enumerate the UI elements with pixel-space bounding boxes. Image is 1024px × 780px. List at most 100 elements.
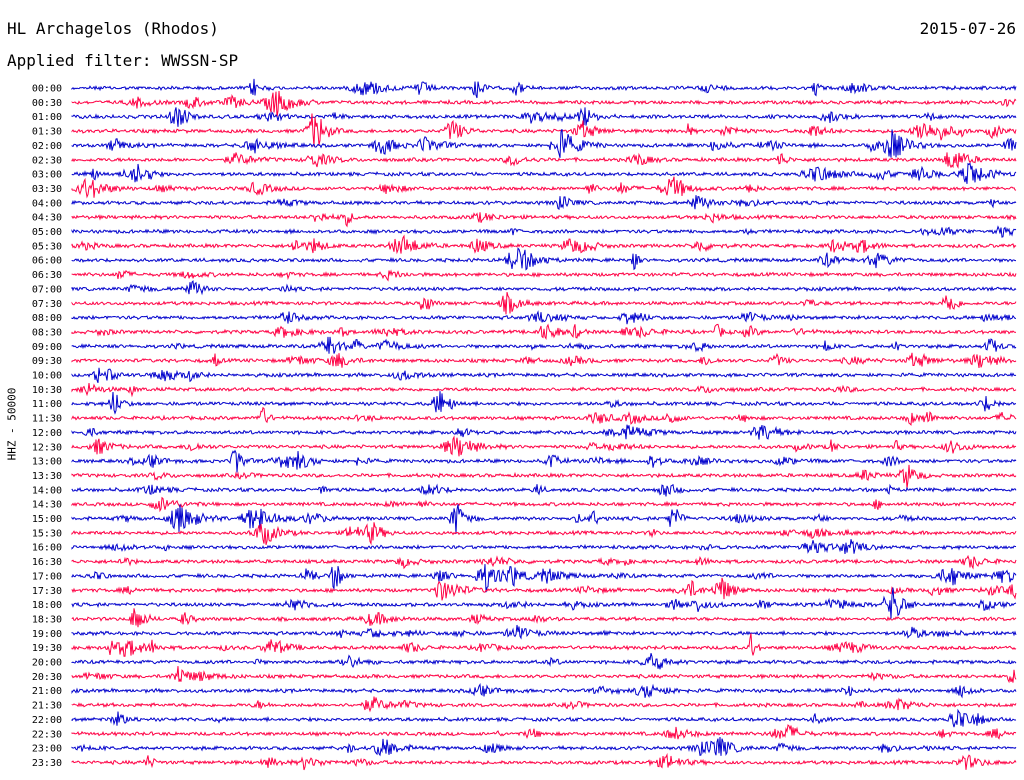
time-tick-1330: 13:30 bbox=[32, 471, 62, 482]
trace-2200 bbox=[71, 708, 1017, 728]
trace-1730 bbox=[71, 577, 1017, 601]
time-tick-1130: 11:30 bbox=[32, 414, 62, 425]
trace-2330 bbox=[71, 752, 1017, 771]
trace-1630 bbox=[71, 554, 1017, 570]
trace-1300 bbox=[71, 449, 1017, 473]
trace-2300 bbox=[71, 736, 1017, 757]
time-tick-2230: 22:30 bbox=[32, 729, 62, 740]
trace-1000 bbox=[71, 367, 1017, 383]
time-tick-0930: 09:30 bbox=[32, 356, 62, 367]
time-tick-0030: 00:30 bbox=[32, 98, 62, 109]
time-tick-1230: 12:30 bbox=[32, 442, 62, 453]
time-tick-1200: 12:00 bbox=[32, 428, 62, 439]
time-tick-0600: 06:00 bbox=[32, 256, 62, 267]
trace-2030 bbox=[71, 666, 1017, 684]
trace-0030 bbox=[71, 90, 1017, 118]
date-label: 2015-07-26 bbox=[919, 19, 1016, 38]
time-tick-1400: 14:00 bbox=[32, 485, 62, 496]
time-tick-0130: 01:30 bbox=[32, 127, 62, 138]
time-tick-1830: 18:30 bbox=[32, 614, 62, 625]
trace-0400 bbox=[71, 195, 1017, 211]
trace-0000 bbox=[71, 78, 1017, 99]
trace-1330 bbox=[71, 464, 1017, 489]
time-tick-0430: 04:30 bbox=[32, 213, 62, 224]
time-tick-1730: 17:30 bbox=[32, 586, 62, 597]
trace-0200 bbox=[71, 129, 1017, 158]
trace-0830 bbox=[71, 323, 1017, 340]
time-tick-1700: 17:00 bbox=[32, 571, 62, 582]
trace-1100 bbox=[71, 391, 1017, 415]
trace-0300 bbox=[71, 162, 1017, 184]
time-tick-1500: 15:00 bbox=[32, 514, 62, 525]
time-tick-1930: 19:30 bbox=[32, 643, 62, 654]
trace-1030 bbox=[71, 382, 1017, 398]
trace-0630 bbox=[71, 269, 1017, 282]
time-tick-0000: 00:00 bbox=[32, 84, 62, 95]
time-tick-0630: 06:30 bbox=[32, 270, 62, 281]
trace-0330 bbox=[71, 176, 1017, 199]
trace-0700 bbox=[71, 280, 1017, 296]
trace-1830 bbox=[71, 608, 1017, 628]
trace-1930 bbox=[71, 633, 1017, 657]
trace-1130 bbox=[71, 406, 1017, 426]
time-tick-0200: 02:00 bbox=[32, 141, 62, 152]
time-tick-labels: 00:00 00:30 01:00 01:30 02:00 02:30 03:00 03:30… bbox=[32, 84, 62, 769]
filter-label: Applied filter: WWSSN-SP bbox=[7, 51, 239, 70]
trace-1400 bbox=[71, 483, 1017, 497]
trace-2000 bbox=[71, 653, 1017, 670]
time-tick-1430: 14:30 bbox=[32, 500, 62, 511]
time-tick-0500: 05:00 bbox=[32, 227, 62, 238]
time-tick-2200: 22:00 bbox=[32, 715, 62, 726]
time-tick-0530: 05:30 bbox=[32, 241, 62, 252]
trace-0800 bbox=[71, 310, 1016, 325]
trace-0730 bbox=[71, 291, 1017, 315]
trace-1500 bbox=[71, 504, 1017, 534]
trace-1430 bbox=[71, 496, 1017, 513]
time-tick-0100: 01:00 bbox=[32, 112, 62, 123]
trace-0100 bbox=[71, 107, 1017, 127]
time-tick-2030: 20:30 bbox=[32, 672, 62, 683]
time-tick-1100: 11:00 bbox=[32, 399, 62, 410]
time-tick-2000: 20:00 bbox=[32, 658, 62, 669]
time-tick-1900: 19:00 bbox=[32, 629, 62, 640]
station-title: HL Archagelos (Rhodos) bbox=[7, 19, 219, 38]
trace-0530 bbox=[71, 234, 1017, 255]
time-tick-0700: 07:00 bbox=[32, 284, 62, 295]
time-tick-1300: 13:00 bbox=[32, 457, 62, 468]
trace-1530 bbox=[71, 522, 1017, 546]
time-tick-2100: 21:00 bbox=[32, 686, 62, 697]
time-tick-0730: 07:30 bbox=[32, 299, 62, 310]
time-tick-0300: 03:00 bbox=[32, 170, 62, 181]
trace-0930 bbox=[71, 352, 1017, 368]
trace-2100 bbox=[71, 682, 1017, 699]
trace-1900 bbox=[71, 624, 1017, 640]
trace-0130 bbox=[71, 113, 1017, 147]
time-tick-1600: 16:00 bbox=[32, 543, 62, 554]
time-tick-1030: 10:30 bbox=[32, 385, 62, 396]
time-tick-0800: 08:00 bbox=[32, 313, 62, 324]
trace-0230 bbox=[71, 152, 1017, 169]
time-tick-1800: 18:00 bbox=[32, 600, 62, 611]
time-tick-2330: 23:30 bbox=[32, 758, 62, 769]
trace-2230 bbox=[71, 724, 1017, 740]
time-tick-0900: 09:00 bbox=[32, 342, 62, 353]
time-tick-0330: 03:30 bbox=[32, 184, 62, 195]
trace-2130 bbox=[71, 696, 1017, 713]
time-tick-2300: 23:00 bbox=[32, 744, 62, 755]
time-tick-0830: 08:30 bbox=[32, 327, 62, 338]
trace-1800 bbox=[71, 587, 1017, 619]
time-tick-1530: 15:30 bbox=[32, 528, 62, 539]
trace-1600 bbox=[71, 539, 1017, 554]
trace-0500 bbox=[71, 225, 1017, 238]
trace-0600 bbox=[71, 247, 1016, 271]
trace-0430 bbox=[71, 212, 1017, 228]
time-tick-1000: 10:00 bbox=[32, 371, 62, 382]
seismic-traces bbox=[71, 78, 1017, 771]
time-tick-0230: 02:30 bbox=[32, 155, 62, 166]
trace-0900 bbox=[71, 336, 1017, 354]
time-tick-1630: 16:30 bbox=[32, 557, 62, 568]
time-tick-2130: 21:30 bbox=[32, 701, 62, 712]
time-tick-0400: 04:00 bbox=[32, 198, 62, 209]
trace-1230 bbox=[71, 435, 1017, 457]
